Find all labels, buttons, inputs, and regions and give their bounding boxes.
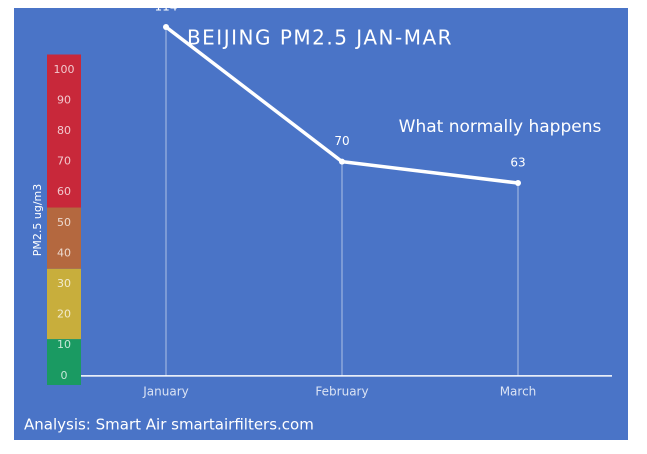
color-band [47,207,81,269]
y-tick-label: 10 [57,338,71,351]
data-label: 63 [510,156,525,170]
y-tick-label: 80 [57,124,71,137]
x-tick-label: February [315,385,368,399]
color-band [47,339,81,385]
y-tick-label: 100 [54,63,75,76]
y-tick-label: 70 [57,155,71,168]
y-tick-label: 90 [57,93,71,106]
y-tick-label: 0 [61,369,68,382]
y-tick-label: 60 [57,185,71,198]
x-tick-label: January [142,385,189,399]
y-tick-label: 30 [57,277,71,290]
y-tick-label: 20 [57,308,71,321]
y-axis-label: PM2.5 ug/m3 [31,184,44,257]
color-scale: 0 10 20 30 40 50 60 70 80 90 100 [47,54,81,385]
x-tick-label: March [500,385,537,399]
chart-background [14,8,628,440]
data-point [339,158,345,165]
chart-title: BEIJING PM2.5 JAN-MAR [187,26,453,50]
annotation: What normally happens [399,117,602,137]
data-point [163,23,169,30]
y-tick-label: 40 [57,246,71,259]
color-band [47,54,81,208]
y-tick-label: 50 [57,216,71,229]
data-point [515,180,521,187]
source-note: Analysis: Smart Air smartairfilters.com [24,416,314,434]
data-label: 114 [155,0,178,13]
color-band [47,268,81,340]
data-label: 70 [334,134,349,148]
plot-area: January February March 114 70 63 [81,0,612,399]
